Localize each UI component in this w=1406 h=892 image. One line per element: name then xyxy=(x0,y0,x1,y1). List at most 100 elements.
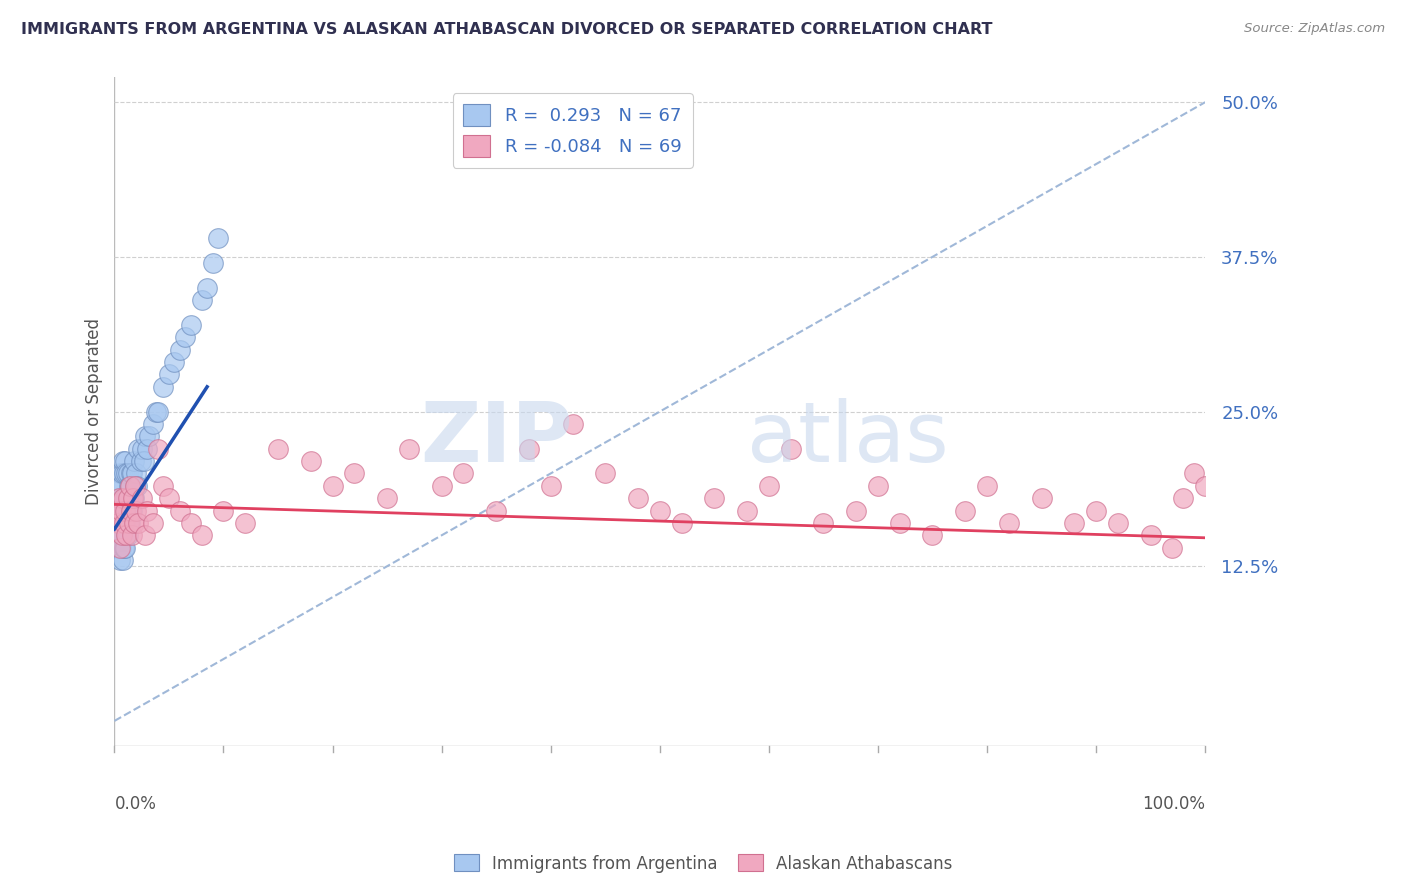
Point xyxy=(112,467,135,481)
Point xyxy=(122,491,145,506)
Point xyxy=(120,503,142,517)
Text: ZIP: ZIP xyxy=(420,398,572,479)
Point xyxy=(779,442,801,456)
Point xyxy=(117,503,139,517)
Point xyxy=(1182,467,1205,481)
Point xyxy=(1031,491,1053,506)
Point xyxy=(195,281,218,295)
Point xyxy=(124,479,146,493)
Point xyxy=(142,417,165,431)
Point xyxy=(111,528,134,542)
Point xyxy=(129,454,152,468)
Point xyxy=(117,491,139,506)
Point xyxy=(134,429,156,443)
Point xyxy=(111,467,134,481)
Point xyxy=(111,528,134,542)
Point xyxy=(430,479,453,493)
Point xyxy=(112,491,135,506)
Point xyxy=(343,467,366,481)
Point xyxy=(114,516,136,530)
Point xyxy=(122,491,145,506)
Point xyxy=(111,503,134,517)
Point xyxy=(125,503,148,517)
Point xyxy=(107,528,129,542)
Point xyxy=(117,516,139,530)
Point xyxy=(112,516,135,530)
Point xyxy=(735,503,758,517)
Point xyxy=(112,553,135,567)
Point xyxy=(124,479,146,493)
Point xyxy=(120,503,142,517)
Point xyxy=(889,516,911,530)
Point xyxy=(132,454,155,468)
Point xyxy=(110,479,132,493)
Point xyxy=(169,343,191,357)
Point xyxy=(201,256,224,270)
Point xyxy=(117,516,139,530)
Point xyxy=(142,516,165,530)
Point xyxy=(107,491,129,506)
Point xyxy=(127,442,149,456)
Point xyxy=(163,355,186,369)
Point xyxy=(110,541,132,555)
Point xyxy=(233,516,256,530)
Point xyxy=(122,454,145,468)
Point xyxy=(114,454,136,468)
Point xyxy=(118,479,141,493)
Point xyxy=(122,516,145,530)
Point xyxy=(121,528,143,542)
Point xyxy=(561,417,583,431)
Point xyxy=(112,491,135,506)
Legend: R =  0.293   N = 67, R = -0.084   N = 69: R = 0.293 N = 67, R = -0.084 N = 69 xyxy=(453,93,693,168)
Point xyxy=(112,503,135,517)
Point xyxy=(145,404,167,418)
Point xyxy=(152,380,174,394)
Point xyxy=(115,528,138,542)
Text: 0.0%: 0.0% xyxy=(114,795,156,814)
Point xyxy=(108,491,131,506)
Point xyxy=(125,467,148,481)
Point xyxy=(398,442,420,456)
Point xyxy=(114,491,136,506)
Point xyxy=(212,503,235,517)
Point xyxy=(114,541,136,555)
Point xyxy=(110,503,132,517)
Point xyxy=(453,467,475,481)
Point xyxy=(121,503,143,517)
Point xyxy=(593,467,616,481)
Point xyxy=(134,528,156,542)
Point xyxy=(108,553,131,567)
Point xyxy=(1139,528,1161,542)
Legend: Immigrants from Argentina, Alaskan Athabascans: Immigrants from Argentina, Alaskan Athab… xyxy=(447,847,959,880)
Point xyxy=(118,516,141,530)
Point xyxy=(131,442,153,456)
Point xyxy=(117,528,139,542)
Point xyxy=(174,330,197,344)
Point xyxy=(138,429,160,443)
Text: IMMIGRANTS FROM ARGENTINA VS ALASKAN ATHABASCAN DIVORCED OR SEPARATED CORRELATIO: IMMIGRANTS FROM ARGENTINA VS ALASKAN ATH… xyxy=(21,22,993,37)
Point xyxy=(107,503,129,517)
Point xyxy=(375,491,398,506)
Point xyxy=(122,491,145,506)
Point xyxy=(1085,503,1108,517)
Text: Source: ZipAtlas.com: Source: ZipAtlas.com xyxy=(1244,22,1385,36)
Point xyxy=(299,454,322,468)
Point xyxy=(105,516,128,530)
Point xyxy=(845,503,868,517)
Point xyxy=(703,491,725,506)
Point xyxy=(813,516,835,530)
Point xyxy=(127,479,149,493)
Point xyxy=(120,467,142,481)
Point xyxy=(131,491,153,506)
Point xyxy=(118,479,141,493)
Point xyxy=(540,479,562,493)
Point xyxy=(105,503,128,517)
Point xyxy=(152,479,174,493)
Point xyxy=(146,404,169,418)
Point xyxy=(110,503,132,517)
Point xyxy=(953,503,976,517)
Point xyxy=(267,442,290,456)
Point xyxy=(146,442,169,456)
Point xyxy=(157,491,180,506)
Point xyxy=(115,503,138,517)
